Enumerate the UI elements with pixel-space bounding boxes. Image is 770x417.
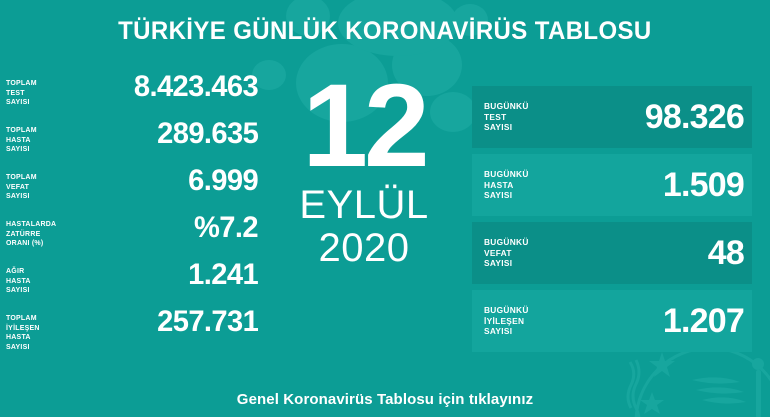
today-card-test: BUGÜNKÜ TEST SAYISI 98.326 (472, 86, 752, 148)
stat-value: 289.635 (156, 117, 259, 150)
today-card-label: BUGÜNKÜ TEST SAYISI (484, 101, 529, 133)
stat-label: AĞIR HASTA SAYISI (6, 266, 31, 295)
date-block: 12 EYLÜL 2020 (262, 62, 466, 342)
today-card-value: 48 (707, 234, 745, 272)
today-card-vefat: BUGÜNKÜ VEFAT SAYISI 48 (472, 222, 752, 284)
today-card-value: 1.509 (662, 166, 745, 204)
footer: Genel Koronavirüs Tablosu için tıklayını… (0, 381, 770, 417)
today-card-value: 1.207 (662, 302, 745, 340)
stat-label: TOPLAM TEST SAYISI (6, 78, 37, 107)
today-card-label: BUGÜNKÜ HASTA SAYISI (484, 169, 529, 201)
date-year: 2020 (318, 226, 410, 270)
today-card-label: BUGÜNKÜ İYİLEŞEN SAYISI (484, 305, 529, 337)
stat-label: HASTALARDA ZATÜRRE ORANI (%) (6, 219, 57, 248)
today-card-hasta: BUGÜNKÜ HASTA SAYISI 1.509 (472, 154, 752, 216)
today-card-iyilesen: BUGÜNKÜ İYİLEŞEN SAYISI 1.207 (472, 290, 752, 352)
today-card-value: 98.326 (644, 98, 745, 136)
header: TÜRKİYE GÜNLÜK KORONAVİRÜS TABLOSU (0, 0, 770, 62)
stat-value: 257.731 (156, 305, 259, 338)
stat-value: 8.423.463 (133, 70, 259, 103)
general-table-link[interactable]: Genel Koronavirüs Tablosu için tıklayını… (236, 390, 534, 408)
today-card-label: BUGÜNKÜ VEFAT SAYISI (484, 237, 529, 269)
stat-label: TOPLAM VEFAT SAYISI (6, 172, 37, 201)
stat-value: 1.241 (188, 258, 258, 291)
stat-label: TOPLAM İYİLEŞEN HASTA SAYISI (6, 313, 40, 351)
date-day: 12 (302, 60, 429, 192)
stat-value: %7.2 (193, 211, 259, 244)
today-stats-list: BUGÜNKÜ TEST SAYISI 98.326 BUGÜNKÜ HASTA… (472, 86, 752, 354)
total-stats-list: TOPLAM TEST SAYISI 8.423.463 TOPLAM HAST… (0, 70, 262, 351)
stat-label: TOPLAM HASTA SAYISI (6, 125, 37, 154)
page-title: TÜRKİYE GÜNLÜK KORONAVİRÜS TABLOSU (118, 16, 652, 45)
date-month: EYLÜL (299, 183, 429, 227)
stat-value: 6.999 (188, 164, 258, 197)
